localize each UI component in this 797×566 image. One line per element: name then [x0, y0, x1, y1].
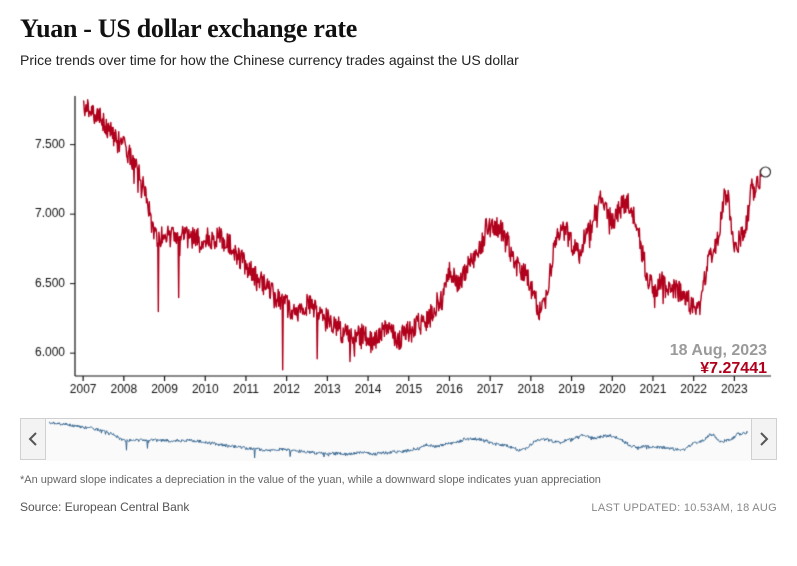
brush-prev-button[interactable] — [20, 418, 46, 460]
chart-card: Yuan - US dollar exchange rate Price tre… — [0, 0, 797, 566]
chart-subtitle: Price trends over time for how the Chine… — [20, 52, 777, 68]
latest-value-callout: 18 Aug, 2023 ¥7.27441 — [670, 342, 767, 378]
callout-date: 18 Aug, 2023 — [670, 342, 767, 360]
callout-value: ¥7.27441 — [670, 360, 767, 378]
chevron-left-icon — [28, 432, 38, 446]
brush-next-button[interactable] — [751, 418, 777, 460]
chevron-right-icon — [759, 432, 769, 446]
main-chart-region: 18 Aug, 2023 ¥7.27441 — [20, 88, 777, 408]
chart-title: Yuan - US dollar exchange rate — [20, 14, 777, 44]
timeline-brush — [20, 418, 777, 460]
brush-sparkline — [46, 419, 751, 461]
footer-row: Source: European Central Bank LAST UPDAT… — [20, 500, 777, 514]
chart-footnote: *An upward slope indicates a depreciatio… — [20, 474, 777, 486]
last-updated-label: LAST UPDATED: 10.53AM, 18 AUG — [591, 502, 777, 514]
exchange-rate-line-chart[interactable] — [20, 88, 777, 408]
source-label: Source: European Central Bank — [20, 500, 189, 514]
brush-track[interactable] — [46, 418, 751, 460]
